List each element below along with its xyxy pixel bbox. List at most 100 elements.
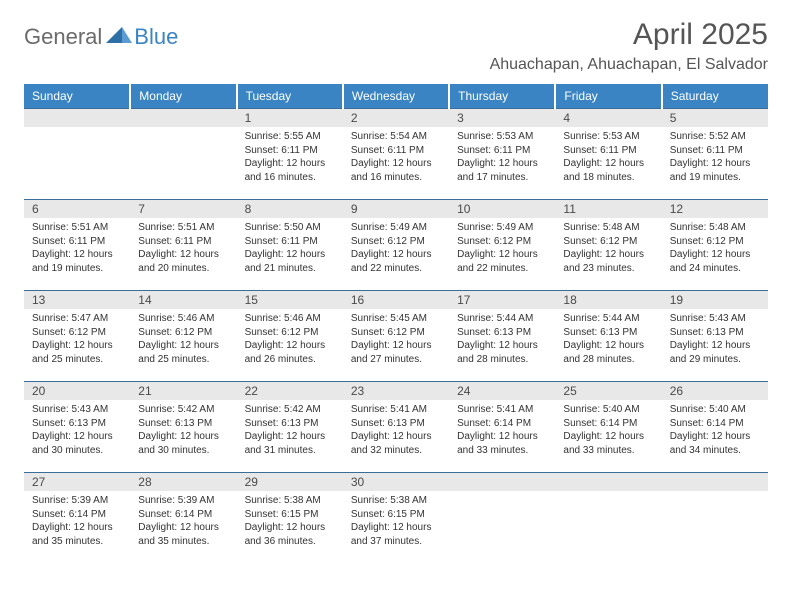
daylight-text-2: and 33 minutes. [563,444,653,458]
sunset-text: Sunset: 6:11 PM [245,144,335,158]
sunset-text: Sunset: 6:14 PM [563,417,653,431]
sunrise-text: Sunrise: 5:54 AM [351,130,441,144]
day-number: 1 [237,109,343,127]
daylight-text-2: and 25 minutes. [138,353,228,367]
day-detail: Sunrise: 5:46 AMSunset: 6:12 PMDaylight:… [237,309,343,370]
day-detail: Sunrise: 5:49 AMSunset: 6:12 PMDaylight:… [343,218,449,279]
sunrise-text: Sunrise: 5:55 AM [245,130,335,144]
day-cell: 30Sunrise: 5:38 AMSunset: 6:15 PMDayligh… [343,473,449,564]
day-cell: 17Sunrise: 5:44 AMSunset: 6:13 PMDayligh… [449,291,555,382]
daylight-text-2: and 17 minutes. [457,171,547,185]
day-number: 22 [237,382,343,400]
daylight-text-2: and 31 minutes. [245,444,335,458]
daylight-text-2: and 16 minutes. [351,171,441,185]
day-number: 11 [555,200,661,218]
sunset-text: Sunset: 6:11 PM [245,235,335,249]
week-row: 6Sunrise: 5:51 AMSunset: 6:11 PMDaylight… [24,200,768,291]
daylight-text-1: Daylight: 12 hours [670,430,760,444]
sunrise-text: Sunrise: 5:51 AM [138,221,228,235]
sunrise-text: Sunrise: 5:39 AM [138,494,228,508]
day-detail: Sunrise: 5:42 AMSunset: 6:13 PMDaylight:… [130,400,236,461]
day-number: 28 [130,473,236,491]
day-cell: 2Sunrise: 5:54 AMSunset: 6:11 PMDaylight… [343,109,449,200]
day-cell: 12Sunrise: 5:48 AMSunset: 6:12 PMDayligh… [662,200,768,291]
sunset-text: Sunset: 6:13 PM [457,326,547,340]
daylight-text-1: Daylight: 12 hours [245,248,335,262]
day-cell: 4Sunrise: 5:53 AMSunset: 6:11 PMDaylight… [555,109,661,200]
day-number: 21 [130,382,236,400]
day-cell: 7Sunrise: 5:51 AMSunset: 6:11 PMDaylight… [130,200,236,291]
day-detail: Sunrise: 5:47 AMSunset: 6:12 PMDaylight:… [24,309,130,370]
daylight-text-2: and 35 minutes. [32,535,122,549]
day-cell: 13Sunrise: 5:47 AMSunset: 6:12 PMDayligh… [24,291,130,382]
daylight-text-2: and 19 minutes. [670,171,760,185]
daylight-text-2: and 28 minutes. [457,353,547,367]
sunset-text: Sunset: 6:14 PM [138,508,228,522]
sunset-text: Sunset: 6:13 PM [32,417,122,431]
day-number-empty [24,109,130,127]
day-number: 4 [555,109,661,127]
daylight-text-2: and 16 minutes. [245,171,335,185]
daylight-text-1: Daylight: 12 hours [32,430,122,444]
daylight-text-1: Daylight: 12 hours [351,521,441,535]
day-detail: Sunrise: 5:51 AMSunset: 6:11 PMDaylight:… [24,218,130,279]
daylight-text-1: Daylight: 12 hours [351,157,441,171]
day-cell: 25Sunrise: 5:40 AMSunset: 6:14 PMDayligh… [555,382,661,473]
daylight-text-2: and 23 minutes. [563,262,653,276]
daylight-text-2: and 28 minutes. [563,353,653,367]
sunset-text: Sunset: 6:11 PM [457,144,547,158]
day-cell: 15Sunrise: 5:46 AMSunset: 6:12 PMDayligh… [237,291,343,382]
day-cell: 1Sunrise: 5:55 AMSunset: 6:11 PMDaylight… [237,109,343,200]
daylight-text-2: and 27 minutes. [351,353,441,367]
day-detail: Sunrise: 5:52 AMSunset: 6:11 PMDaylight:… [662,127,768,188]
day-detail: Sunrise: 5:48 AMSunset: 6:12 PMDaylight:… [555,218,661,279]
day-number: 3 [449,109,555,127]
day-cell: 14Sunrise: 5:46 AMSunset: 6:12 PMDayligh… [130,291,236,382]
weekday-header: Thursday [449,84,555,109]
day-cell: 19Sunrise: 5:43 AMSunset: 6:13 PMDayligh… [662,291,768,382]
day-number: 10 [449,200,555,218]
day-cell: 11Sunrise: 5:48 AMSunset: 6:12 PMDayligh… [555,200,661,291]
day-detail: Sunrise: 5:43 AMSunset: 6:13 PMDaylight:… [662,309,768,370]
weekday-header: Friday [555,84,661,109]
sunset-text: Sunset: 6:13 PM [138,417,228,431]
day-detail: Sunrise: 5:38 AMSunset: 6:15 PMDaylight:… [237,491,343,552]
calendar-page: General Blue April 2025 Ahuachapan, Ahua… [0,0,792,583]
week-row: 20Sunrise: 5:43 AMSunset: 6:13 PMDayligh… [24,382,768,473]
daylight-text-1: Daylight: 12 hours [563,157,653,171]
day-number-empty [662,473,768,491]
day-detail: Sunrise: 5:39 AMSunset: 6:14 PMDaylight:… [130,491,236,552]
sunrise-text: Sunrise: 5:39 AM [32,494,122,508]
weekday-header: Tuesday [237,84,343,109]
daylight-text-2: and 35 minutes. [138,535,228,549]
daylight-text-1: Daylight: 12 hours [138,339,228,353]
daylight-text-2: and 34 minutes. [670,444,760,458]
logo-text-general: General [24,24,102,50]
day-cell: 5Sunrise: 5:52 AMSunset: 6:11 PMDaylight… [662,109,768,200]
sunset-text: Sunset: 6:12 PM [32,326,122,340]
daylight-text-2: and 30 minutes. [32,444,122,458]
weekday-header-row: Sunday Monday Tuesday Wednesday Thursday… [24,84,768,109]
day-cell: 10Sunrise: 5:49 AMSunset: 6:12 PMDayligh… [449,200,555,291]
sunset-text: Sunset: 6:11 PM [138,235,228,249]
daylight-text-2: and 30 minutes. [138,444,228,458]
month-title: April 2025 [490,18,768,52]
day-number: 13 [24,291,130,309]
sunrise-text: Sunrise: 5:41 AM [351,403,441,417]
day-cell: 6Sunrise: 5:51 AMSunset: 6:11 PMDaylight… [24,200,130,291]
day-detail: Sunrise: 5:46 AMSunset: 6:12 PMDaylight:… [130,309,236,370]
day-number: 29 [237,473,343,491]
daylight-text-2: and 20 minutes. [138,262,228,276]
sunrise-text: Sunrise: 5:41 AM [457,403,547,417]
daylight-text-1: Daylight: 12 hours [457,248,547,262]
day-cell [130,109,236,200]
sunset-text: Sunset: 6:11 PM [563,144,653,158]
day-detail: Sunrise: 5:53 AMSunset: 6:11 PMDaylight:… [449,127,555,188]
day-number-empty [555,473,661,491]
title-block: April 2025 Ahuachapan, Ahuachapan, El Sa… [490,18,768,74]
day-detail: Sunrise: 5:41 AMSunset: 6:14 PMDaylight:… [449,400,555,461]
sunrise-text: Sunrise: 5:48 AM [563,221,653,235]
daylight-text-1: Daylight: 12 hours [670,339,760,353]
day-detail: Sunrise: 5:53 AMSunset: 6:11 PMDaylight:… [555,127,661,188]
day-number: 16 [343,291,449,309]
